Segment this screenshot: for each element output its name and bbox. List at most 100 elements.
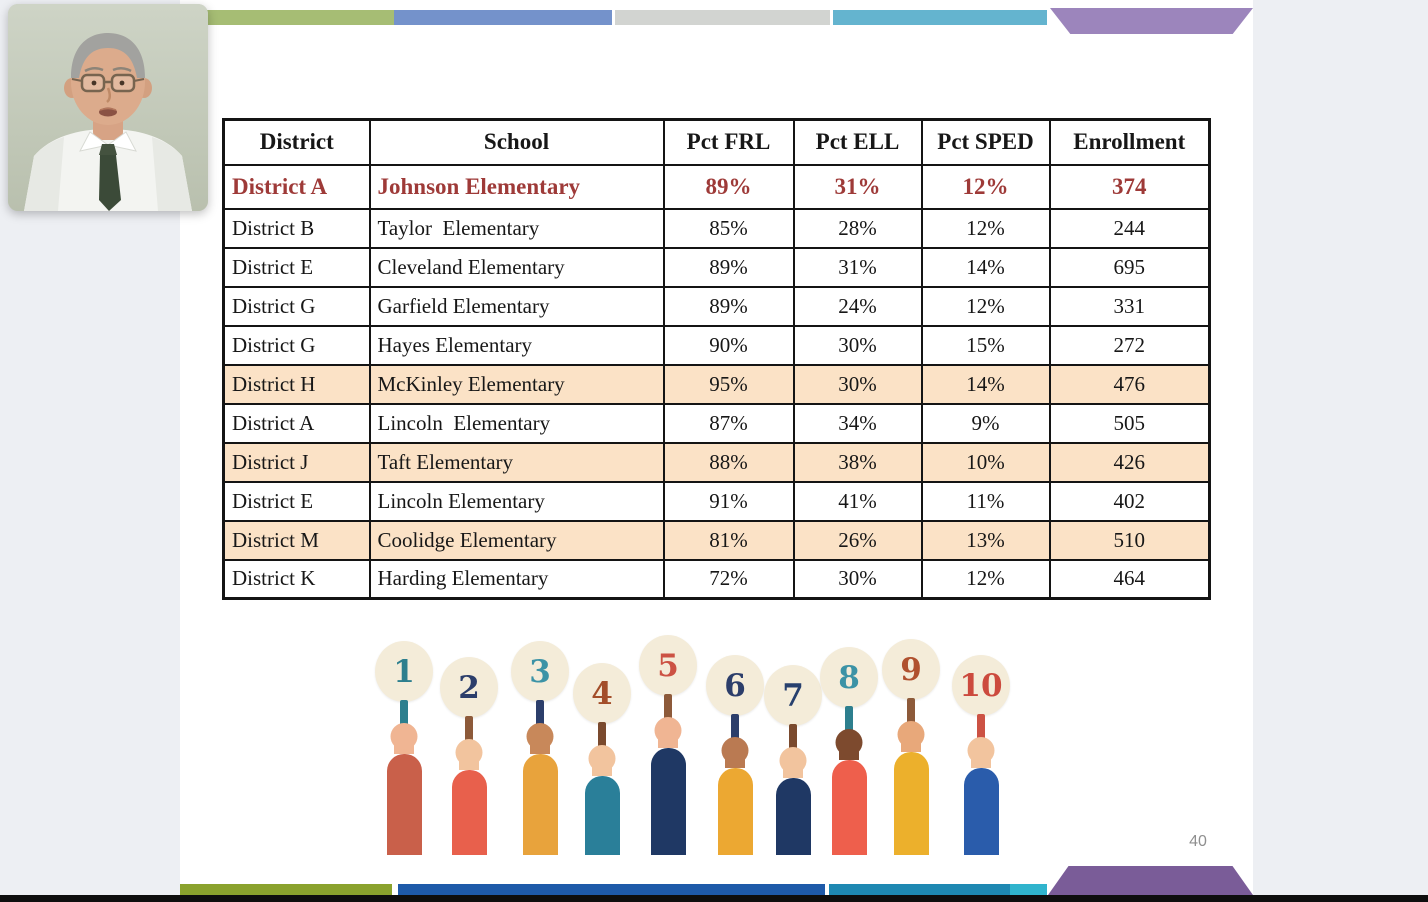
table-row: District E Lincoln Elementary 91% 41% 11% 402 [222,480,1211,522]
sleeve-arm [963,768,999,855]
school-cell: Lincoln Elementary [368,480,665,522]
sleeve-arm [893,752,929,855]
hand [835,729,863,756]
value-cell: 88% [662,441,795,483]
table-row: District H McKinley Elementary 95% 30% 14% 47… [222,363,1211,405]
district-cell: District M [222,519,371,561]
value-cell: 31% [792,163,923,210]
paddle-number-disc: 8 [820,647,878,708]
nose [106,87,111,103]
paddle-stick [465,716,473,760]
table-row: District J Taft Elementary 88% 38% 10% 426 [222,441,1211,483]
value-cell: 41% [792,480,923,522]
value-cell: 30% [792,363,923,405]
top-bar-purple-tab [1050,8,1253,34]
presenter-tie [99,155,121,211]
paddle-grip [881,698,941,748]
school-cell: Taylor Elementary [368,207,665,249]
paddle-grip [572,722,632,772]
column-header: District [222,118,371,166]
column-header: Pct FRL [662,118,795,166]
value-cell: 14% [920,246,1051,288]
bottom-bar-cyan-segment [1010,884,1047,895]
paddle-number-disc: 9 [882,639,940,700]
value-cell: 244 [1048,207,1211,249]
paddle-stick [977,714,985,758]
number-paddle-hand: 7 [763,665,823,855]
paddle-number-disc: 6 [706,655,764,716]
paddle-grip [819,706,879,756]
table-row: District E Cleveland Elementary 89% 31% 14% 6… [222,246,1211,288]
paddle-stick [845,706,853,750]
mouth [99,107,117,117]
value-cell: 30% [792,324,923,366]
column-header: School [368,118,665,166]
hand [897,721,925,748]
school-cell: Harding Elementary [368,558,665,600]
paddle-stick [536,700,544,744]
paddle-number-disc: 10 [952,655,1010,716]
value-cell: 12% [920,558,1051,600]
rating-hands-illustration: 1 2 3 4 5 6 7 8 9 10 [358,627,1048,855]
value-cell: 31% [792,246,923,288]
sleeve-arm [775,778,811,855]
value-cell: 9% [920,402,1051,444]
hand [654,717,682,744]
school-cell: Garfield Elementary [368,285,665,327]
table-row: District G Garfield Elementary 89% 24% 12% 33… [222,285,1211,327]
table-header-row: District School Pct FRL Pct ELL Pct SPED Enro… [222,118,1211,166]
school-cell: Taft Elementary [368,441,665,483]
school-data-table: District School Pct FRL Pct ELL Pct SPED Enro… [222,118,1211,600]
paddle-grip [374,700,434,750]
shirt-shadow-right [152,137,192,211]
value-cell: 510 [1048,519,1211,561]
value-cell: 13% [920,519,1051,561]
presenter-webcam[interactable] [8,4,208,211]
value-cell: 695 [1048,246,1211,288]
school-cell: McKinley Elementary [368,363,665,405]
value-cell: 38% [792,441,923,483]
sleeve-arm [522,754,558,855]
number-paddle-hand: 1 [374,641,434,855]
sleeve-arm [650,748,686,855]
paddle-number-disc: 7 [764,665,822,726]
eyebrow-left [84,67,104,73]
eye-left [91,80,97,86]
district-cell: District G [222,324,371,366]
column-header: Pct ELL [792,118,923,166]
value-cell: 72% [662,558,795,600]
district-cell: District A [222,402,371,444]
school-cell: Hayes Elementary [368,324,665,366]
value-cell: 476 [1048,363,1211,405]
value-cell: 402 [1048,480,1211,522]
number-paddle-hand: 4 [572,663,632,855]
table-row: District K Harding Elementary 72% 30% 12% 464 [222,558,1211,600]
table-row: District A Lincoln Elementary 87% 34% 9% 505 [222,402,1211,444]
sleeve-arm [386,754,422,855]
hand [588,745,616,772]
glasses-temples [71,78,145,82]
hand [721,737,749,764]
upper-lip [99,107,117,111]
number-paddle-hand: 9 [881,639,941,855]
column-header: Enrollment [1048,118,1211,166]
paddle-stick [907,698,915,742]
tie-knot [99,144,117,155]
value-cell: 464 [1048,558,1211,600]
district-cell: District H [222,363,371,405]
table-row: District G Hayes Elementary 90% 30% 15% 272 [222,324,1211,366]
paddle-stick [400,700,408,744]
sleeve-arm [584,776,620,855]
value-cell: 331 [1048,285,1211,327]
value-cell: 15% [920,324,1051,366]
value-cell: 89% [662,246,795,288]
value-cell: 81% [662,519,795,561]
number-paddle-hand: 8 [819,647,879,855]
collar-left [79,131,110,152]
number-paddle-hand: 5 [638,635,698,855]
paddle-grip [763,724,823,774]
value-cell: 87% [662,402,795,444]
value-cell: 272 [1048,324,1211,366]
paddle-grip [510,700,570,750]
bottom-bar-blue-segment [398,884,825,895]
